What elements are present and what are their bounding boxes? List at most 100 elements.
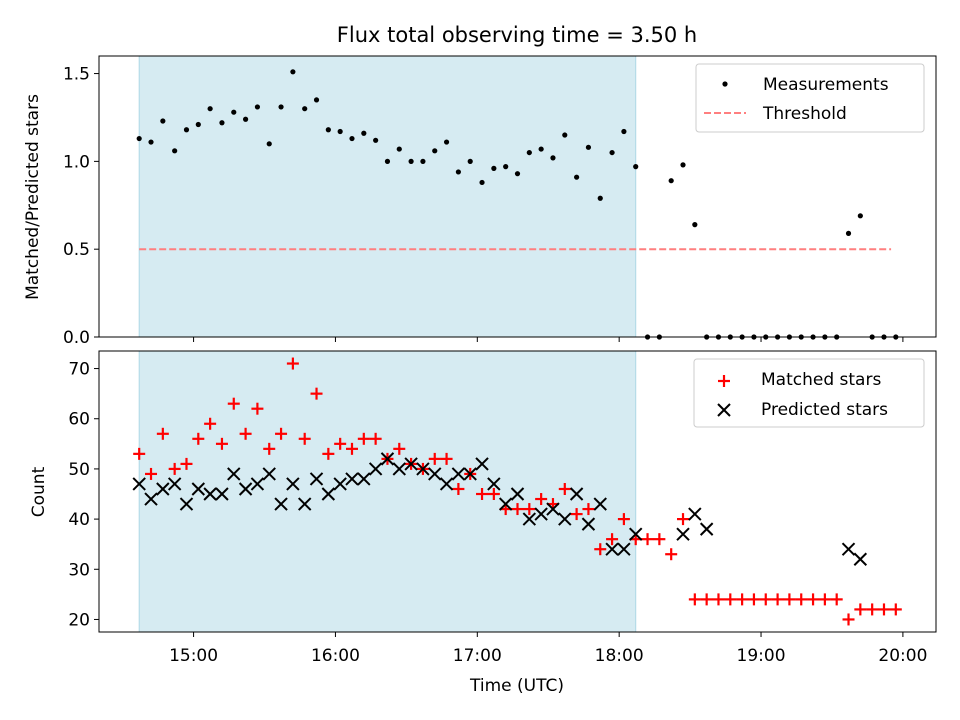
matched-star-point — [452, 482, 465, 495]
matched-star-point — [783, 593, 796, 606]
matched-star-point — [369, 432, 382, 445]
measurement-point — [266, 141, 272, 147]
matched-star-point — [487, 488, 500, 501]
predicted-star-point — [629, 527, 643, 541]
predicted-star-point — [191, 482, 206, 496]
y-tick-label: 30 — [68, 560, 90, 580]
measurement-point — [313, 97, 320, 103]
measurement-point — [857, 213, 863, 219]
figure-title: Flux total observing time = 3.50 h — [337, 23, 697, 47]
y-tick-label: 70 — [68, 360, 90, 380]
predicted-star-point — [593, 497, 607, 511]
matched-star-point — [145, 467, 158, 480]
ratio-axes-frame — [98, 55, 937, 338]
legend-measurements-marker — [722, 81, 728, 87]
measurement-point — [384, 158, 391, 164]
matched-star-point — [771, 593, 784, 606]
matched-star-point — [818, 593, 831, 606]
measurement-point — [574, 174, 580, 180]
matched-star-point — [275, 427, 288, 440]
matched-star-point — [795, 593, 808, 606]
y-tick-label: 50 — [68, 460, 90, 480]
measurement-point — [183, 127, 190, 133]
y-tick-label: 1.5 — [63, 65, 90, 85]
predicted-star-point — [132, 477, 146, 491]
matched-star-point — [215, 437, 228, 450]
legend-matched-marker — [718, 375, 730, 387]
measurement-point — [692, 222, 698, 228]
y-tick-label: 0.0 — [63, 328, 90, 348]
y-tick-label: 40 — [68, 510, 90, 530]
predicted-star-point — [286, 477, 300, 491]
count-x-axis: 15:00 16:00 17:00 18:00 19:00 20:00 — [169, 632, 927, 666]
matched-star-point — [842, 613, 855, 626]
count-legend-box — [693, 358, 925, 428]
predicted-star-point — [227, 467, 241, 481]
matched-star-point — [440, 452, 453, 465]
x-tick-label: 15:00 — [169, 646, 218, 666]
matched-star-point — [677, 513, 690, 526]
predicted-star-point — [487, 477, 501, 491]
measurement-point — [361, 130, 367, 136]
ratio-legend: Measurements Threshold — [695, 63, 925, 133]
predicted-star-point — [475, 457, 489, 471]
y-tick-label: 1.0 — [63, 152, 90, 172]
x-tick-label: 17:00 — [453, 646, 502, 666]
measurement-point — [195, 121, 201, 128]
matched-star-point — [558, 482, 571, 495]
ratio-legend-box — [695, 63, 925, 133]
predicted-star-point — [274, 497, 288, 511]
ratio-shaded-region — [138, 55, 637, 338]
y-tick-label: 0.5 — [63, 240, 90, 260]
predicted-star-point — [345, 472, 359, 486]
matched-star-point — [322, 447, 335, 460]
matched-star-point — [665, 548, 678, 561]
matched-star-point — [523, 503, 536, 516]
predicted-star-point — [309, 472, 324, 486]
predicted-star-point — [238, 482, 253, 496]
measurement-point — [550, 155, 556, 161]
matched-star-point — [759, 593, 772, 606]
predicted-star-point — [416, 462, 430, 476]
matched-star-point — [889, 603, 902, 616]
legend-measurements-label: Measurements — [763, 75, 889, 95]
measurement-point — [278, 104, 284, 110]
measurement-point — [136, 135, 142, 142]
matched-star-point — [180, 457, 193, 470]
matched-star-point — [476, 488, 489, 501]
count-y-label: Count — [29, 466, 49, 517]
predicted-star-point — [250, 477, 265, 491]
measurement-point — [467, 158, 473, 164]
x-tick-label: 20:00 — [878, 646, 927, 666]
measurement-point — [420, 158, 426, 164]
measurement-points — [136, 69, 899, 340]
predicted-star-point — [463, 467, 477, 481]
predicted-star-point — [321, 487, 336, 501]
predicted-star-point — [581, 517, 596, 531]
predicted-star-point — [203, 487, 217, 501]
legend-matched-label: Matched stars — [761, 370, 881, 390]
matched-star-point — [263, 442, 276, 455]
matched-star-point — [204, 417, 217, 430]
ratio-y-label: Matched/Predicted stars — [23, 94, 43, 300]
matched-star-point — [854, 603, 867, 616]
matched-star-point — [251, 402, 264, 415]
measurement-point — [290, 69, 296, 75]
matched-star-point — [133, 447, 146, 460]
count-y-axis: 20 30 40 50 60 70 — [68, 360, 99, 630]
predicted-star-point — [215, 487, 229, 501]
predicted-star-point — [676, 527, 690, 541]
legend-predicted-marker — [717, 403, 731, 417]
predicted-star-point — [522, 512, 537, 526]
measurement-point — [597, 195, 603, 201]
measurement-point — [562, 132, 568, 138]
predicted-star-point — [853, 552, 868, 566]
predicted-star-point — [262, 467, 276, 481]
measurement-point — [680, 162, 686, 168]
matched-star-point — [393, 442, 406, 455]
measurement-point — [621, 128, 627, 135]
predicted-star-point — [368, 462, 383, 476]
matched-star-point — [345, 442, 358, 455]
matched-star-point — [724, 593, 737, 606]
